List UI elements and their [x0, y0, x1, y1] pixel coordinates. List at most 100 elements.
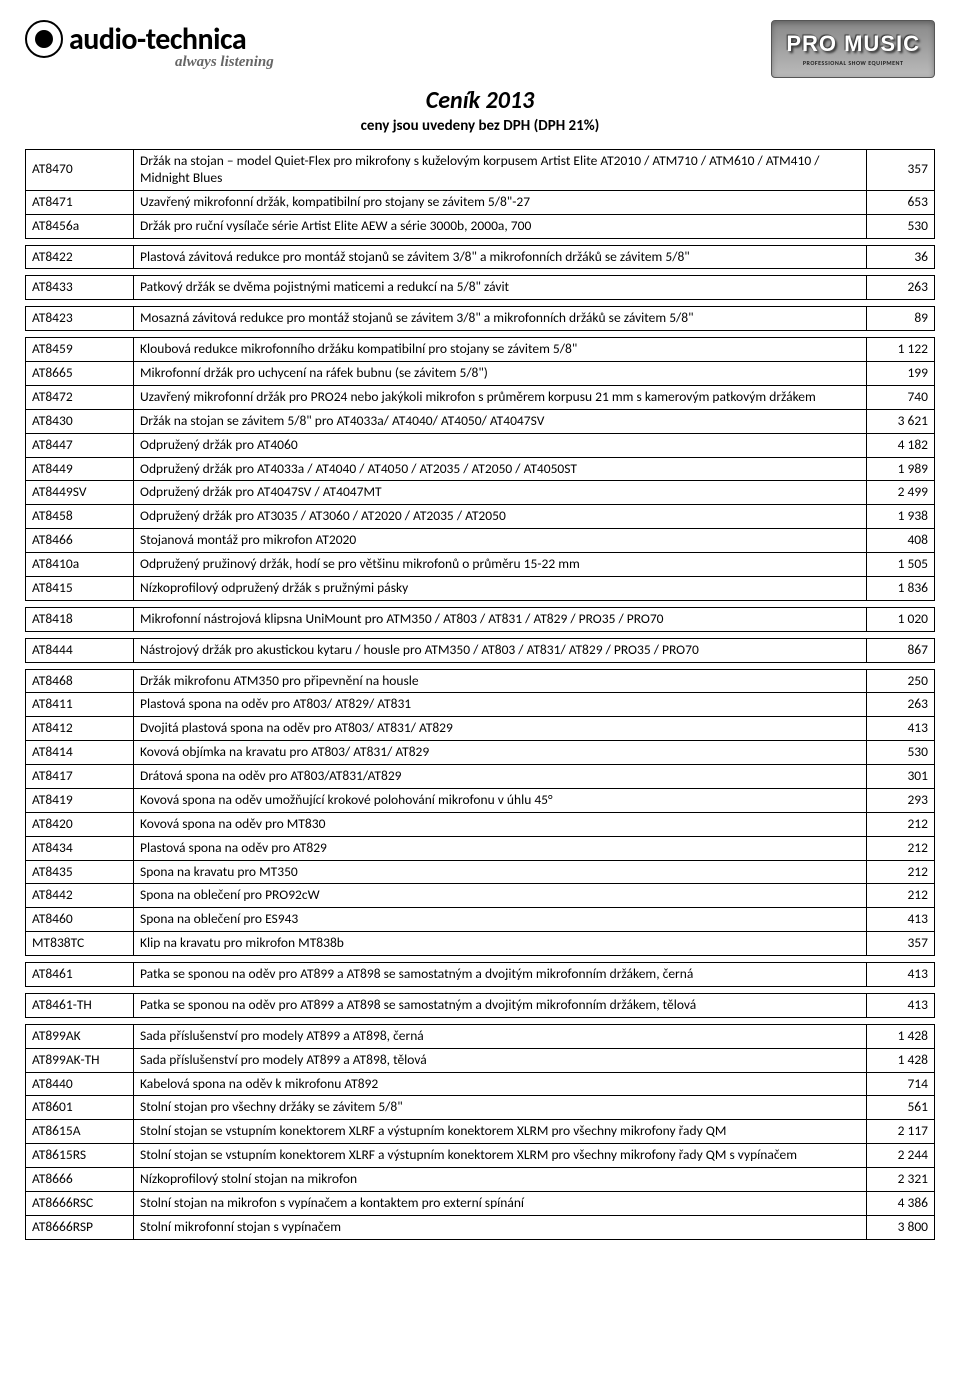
product-description: Kovová spona na oděv pro MT830	[134, 812, 867, 836]
product-price: 36	[867, 245, 935, 269]
table-row: AT8415Nízkoprofilový odpružený držák s p…	[26, 576, 935, 600]
table-row: AT899AKSada příslušenství pro modely AT8…	[26, 1024, 935, 1048]
product-price: 561	[867, 1096, 935, 1120]
product-price: 199	[867, 362, 935, 386]
table-row: AT8423Mosazná závitová redukce pro montá…	[26, 307, 935, 331]
spacer-row	[26, 1017, 935, 1024]
product-code: AT8468	[26, 669, 134, 693]
table-row: AT8435Spona na kravatu pro MT350212	[26, 860, 935, 884]
table-row: AT8434Plastová spona na oděv pro AT82921…	[26, 836, 935, 860]
table-row: AT8615RSStolní stojan se vstupním konekt…	[26, 1144, 935, 1168]
table-row: AT8666RSPStolní mikrofonní stojan s vypí…	[26, 1215, 935, 1239]
table-row: AT8456aDržák pro ruční vysílače série Ar…	[26, 214, 935, 238]
pro-music-text: PRO MUSIC	[786, 31, 920, 57]
at-circle-icon	[25, 20, 63, 58]
product-price: 1 122	[867, 338, 935, 362]
product-code: AT8472	[26, 385, 134, 409]
product-code: AT8440	[26, 1072, 134, 1096]
product-price: 1 428	[867, 1048, 935, 1072]
product-price: 301	[867, 765, 935, 789]
table-row: AT8430Držák na stojan se závitem 5/8" pr…	[26, 409, 935, 433]
product-price: 413	[867, 963, 935, 987]
product-code: AT8615A	[26, 1120, 134, 1144]
product-price: 357	[867, 150, 935, 191]
product-price: 3 621	[867, 409, 935, 433]
product-description: Plastová spona na oděv pro AT803/ AT829/…	[134, 693, 867, 717]
table-row: AT8461Patka se sponou na oděv pro AT899 …	[26, 963, 935, 987]
product-price: 1 938	[867, 505, 935, 529]
product-description: Patka se sponou na oděv pro AT899 a AT89…	[134, 963, 867, 987]
product-description: Kloubová redukce mikrofonního držáku kom…	[134, 338, 867, 362]
table-row: AT8419Kovová spona na oděv umožňující kr…	[26, 788, 935, 812]
product-description: Dvojitá plastová spona na oděv pro AT803…	[134, 717, 867, 741]
table-row: AT8466Stojanová montáž pro mikrofon AT20…	[26, 529, 935, 553]
product-description: Držák mikrofonu ATM350 pro připevnění na…	[134, 669, 867, 693]
product-code: AT8444	[26, 638, 134, 662]
product-code: AT8422	[26, 245, 134, 269]
product-description: Kabelová spona na oděv k mikrofonu AT892	[134, 1072, 867, 1096]
product-code: AT8419	[26, 788, 134, 812]
table-row: AT8411Plastová spona na oděv pro AT803/ …	[26, 693, 935, 717]
product-price: 1 020	[867, 607, 935, 631]
product-code: AT8461	[26, 963, 134, 987]
table-row: AT8472Uzavřený mikrofonní držák pro PRO2…	[26, 385, 935, 409]
table-row: AT8666RSCStolní stojan na mikrofon s vyp…	[26, 1191, 935, 1215]
product-code: AT8415	[26, 576, 134, 600]
table-row: AT8420Kovová spona na oděv pro MT830212	[26, 812, 935, 836]
product-price: 1 505	[867, 553, 935, 577]
product-description: Drátová spona na oděv pro AT803/AT831/AT…	[134, 765, 867, 789]
product-description: Kovová spona na oděv umožňující krokové …	[134, 788, 867, 812]
table-row: AT8444Nástrojový držák pro akustickou ky…	[26, 638, 935, 662]
product-description: Mikrofonní držák pro uchycení na ráfek b…	[134, 362, 867, 386]
product-code: AT8447	[26, 433, 134, 457]
spacer-row	[26, 600, 935, 607]
product-description: Patka se sponou na oděv pro AT899 a AT89…	[134, 993, 867, 1017]
product-code: AT8471	[26, 190, 134, 214]
product-description: Stolní stojan se vstupním konektorem XLR…	[134, 1144, 867, 1168]
product-description: Stojanová montáž pro mikrofon AT2020	[134, 529, 867, 553]
table-row: AT8412Dvojitá plastová spona na oděv pro…	[26, 717, 935, 741]
table-row: AT899AK-THSada příslušenství pro modely …	[26, 1048, 935, 1072]
product-code: AT8665	[26, 362, 134, 386]
product-code: AT8420	[26, 812, 134, 836]
product-code: AT8449	[26, 457, 134, 481]
spacer-row	[26, 269, 935, 276]
product-description: Odpružený držák pro AT4033a / AT4040 / A…	[134, 457, 867, 481]
title-block: Ceník 2013 ceny jsou uvedeny bez DPH (DP…	[25, 86, 935, 135]
table-row: AT8665Mikrofonní držák pro uchycení na r…	[26, 362, 935, 386]
product-description: Odpružený držák pro AT3035 / AT3060 / AT…	[134, 505, 867, 529]
product-price: 212	[867, 836, 935, 860]
product-description: Plastová spona na oděv pro AT829	[134, 836, 867, 860]
product-price: 1 989	[867, 457, 935, 481]
spacer-row	[26, 238, 935, 245]
price-table: AT8470Držák na stojan – model Quiet-Flex…	[25, 149, 935, 1240]
product-code: AT8434	[26, 836, 134, 860]
product-description: Uzavřený mikrofonní držák, kompatibilní …	[134, 190, 867, 214]
product-description: Držák na stojan – model Quiet-Flex pro m…	[134, 150, 867, 191]
product-description: Spona na oblečení pro ES943	[134, 908, 867, 932]
product-code: AT8470	[26, 150, 134, 191]
product-code: AT8418	[26, 607, 134, 631]
product-price: 2 117	[867, 1120, 935, 1144]
product-code: AT8411	[26, 693, 134, 717]
spacer-row	[26, 300, 935, 307]
table-row: AT8449SVOdpružený držák pro AT4047SV / A…	[26, 481, 935, 505]
product-price: 1 836	[867, 576, 935, 600]
product-price: 293	[867, 788, 935, 812]
product-price: 357	[867, 932, 935, 956]
product-code: AT8666	[26, 1168, 134, 1192]
product-description: Držák pro ruční vysílače série Artist El…	[134, 214, 867, 238]
product-code: AT8449SV	[26, 481, 134, 505]
product-description: Nízkoprofilový odpružený držák s pružným…	[134, 576, 867, 600]
table-row: AT8417Drátová spona na oděv pro AT803/AT…	[26, 765, 935, 789]
product-code: AT899AK-TH	[26, 1048, 134, 1072]
product-price: 530	[867, 741, 935, 765]
product-price: 212	[867, 884, 935, 908]
product-price: 4 182	[867, 433, 935, 457]
product-price: 4 386	[867, 1191, 935, 1215]
table-row: AT8410aOdpružený pružinový držák, hodí s…	[26, 553, 935, 577]
product-code: AT8430	[26, 409, 134, 433]
product-description: Mosazná závitová redukce pro montáž stoj…	[134, 307, 867, 331]
table-row: AT8440Kabelová spona na oděv k mikrofonu…	[26, 1072, 935, 1096]
product-price: 1 428	[867, 1024, 935, 1048]
